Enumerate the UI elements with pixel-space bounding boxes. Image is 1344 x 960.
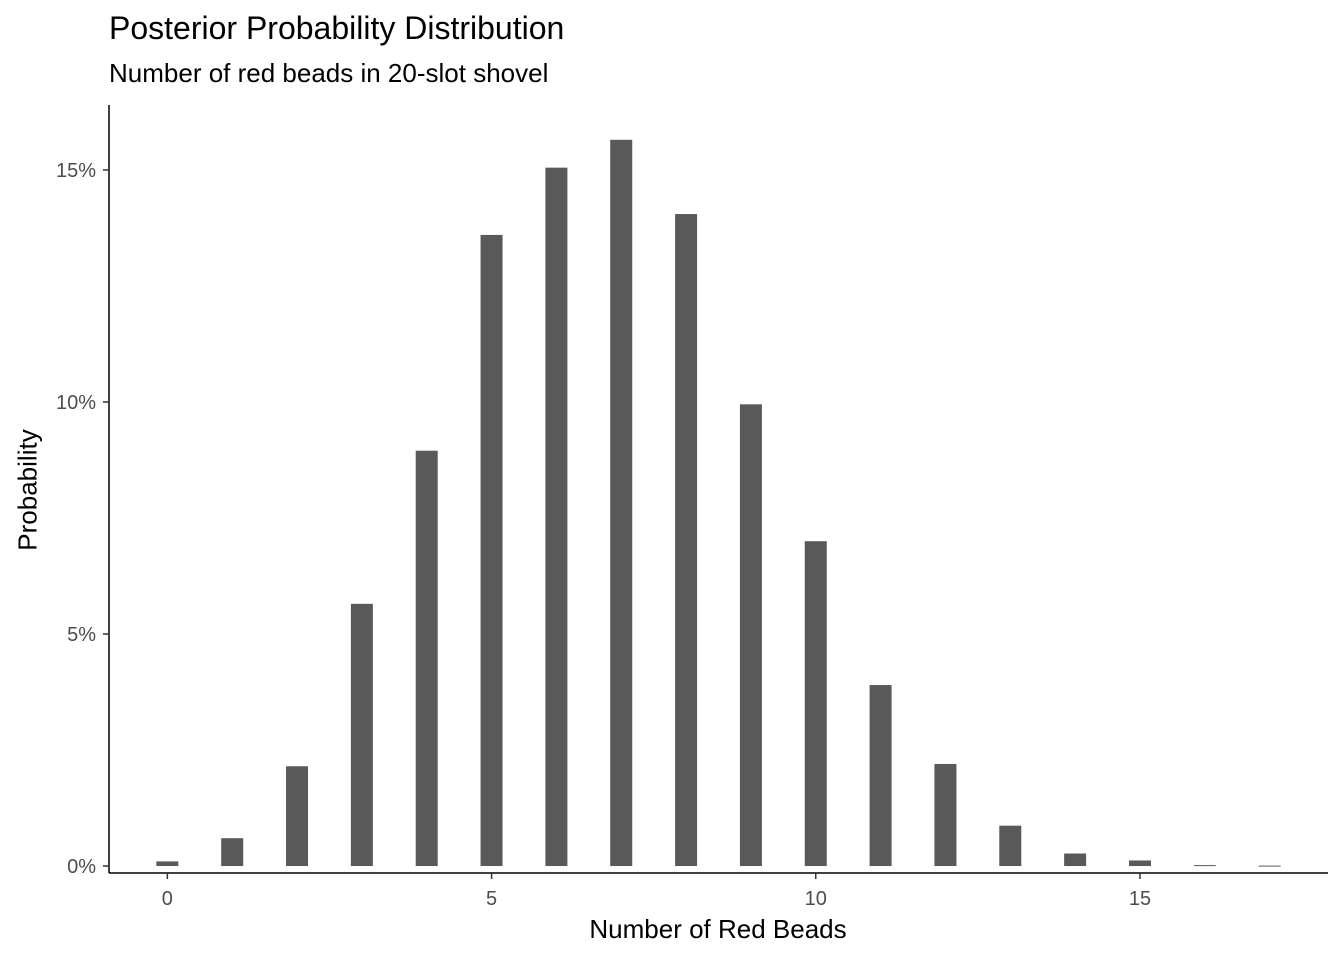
bar-1 bbox=[221, 838, 244, 867]
bar-10 bbox=[804, 541, 827, 867]
x-tick-label: 10 bbox=[805, 888, 827, 910]
x-tick-label: 5 bbox=[486, 888, 497, 910]
y-tick-label: 10% bbox=[56, 392, 96, 414]
x-axis-title: Number of Red Beads bbox=[589, 914, 847, 944]
y-tick-label: 5% bbox=[67, 624, 96, 646]
bar-16 bbox=[1193, 865, 1216, 867]
bar-13 bbox=[999, 825, 1022, 867]
bars-group bbox=[156, 139, 1281, 867]
bar-2 bbox=[286, 766, 309, 867]
x-tick-label: 0 bbox=[162, 888, 173, 910]
y-tick-label: 0% bbox=[67, 856, 96, 878]
bar-15 bbox=[1128, 860, 1151, 867]
bar-4 bbox=[415, 450, 438, 867]
bar-14 bbox=[1064, 853, 1087, 867]
bar-5 bbox=[480, 234, 503, 867]
y-tick-label: 15% bbox=[56, 160, 96, 182]
bar-12 bbox=[934, 763, 957, 867]
bar-7 bbox=[610, 139, 633, 867]
bar-8 bbox=[675, 214, 698, 867]
x-tick-label: 15 bbox=[1129, 888, 1151, 910]
bar-3 bbox=[350, 603, 373, 867]
bar-0 bbox=[156, 861, 179, 867]
chart-title: Posterior Probability Distribution bbox=[109, 10, 565, 46]
axes-group: 0 5 10 15 0% 5% 10% 15% bbox=[56, 105, 1328, 910]
bar-9 bbox=[739, 404, 762, 867]
bar-11 bbox=[869, 685, 892, 867]
chart-subtitle: Number of red beads in 20-slot shovel bbox=[109, 58, 549, 88]
bar-17 bbox=[1258, 865, 1281, 867]
bar-6 bbox=[545, 167, 568, 867]
